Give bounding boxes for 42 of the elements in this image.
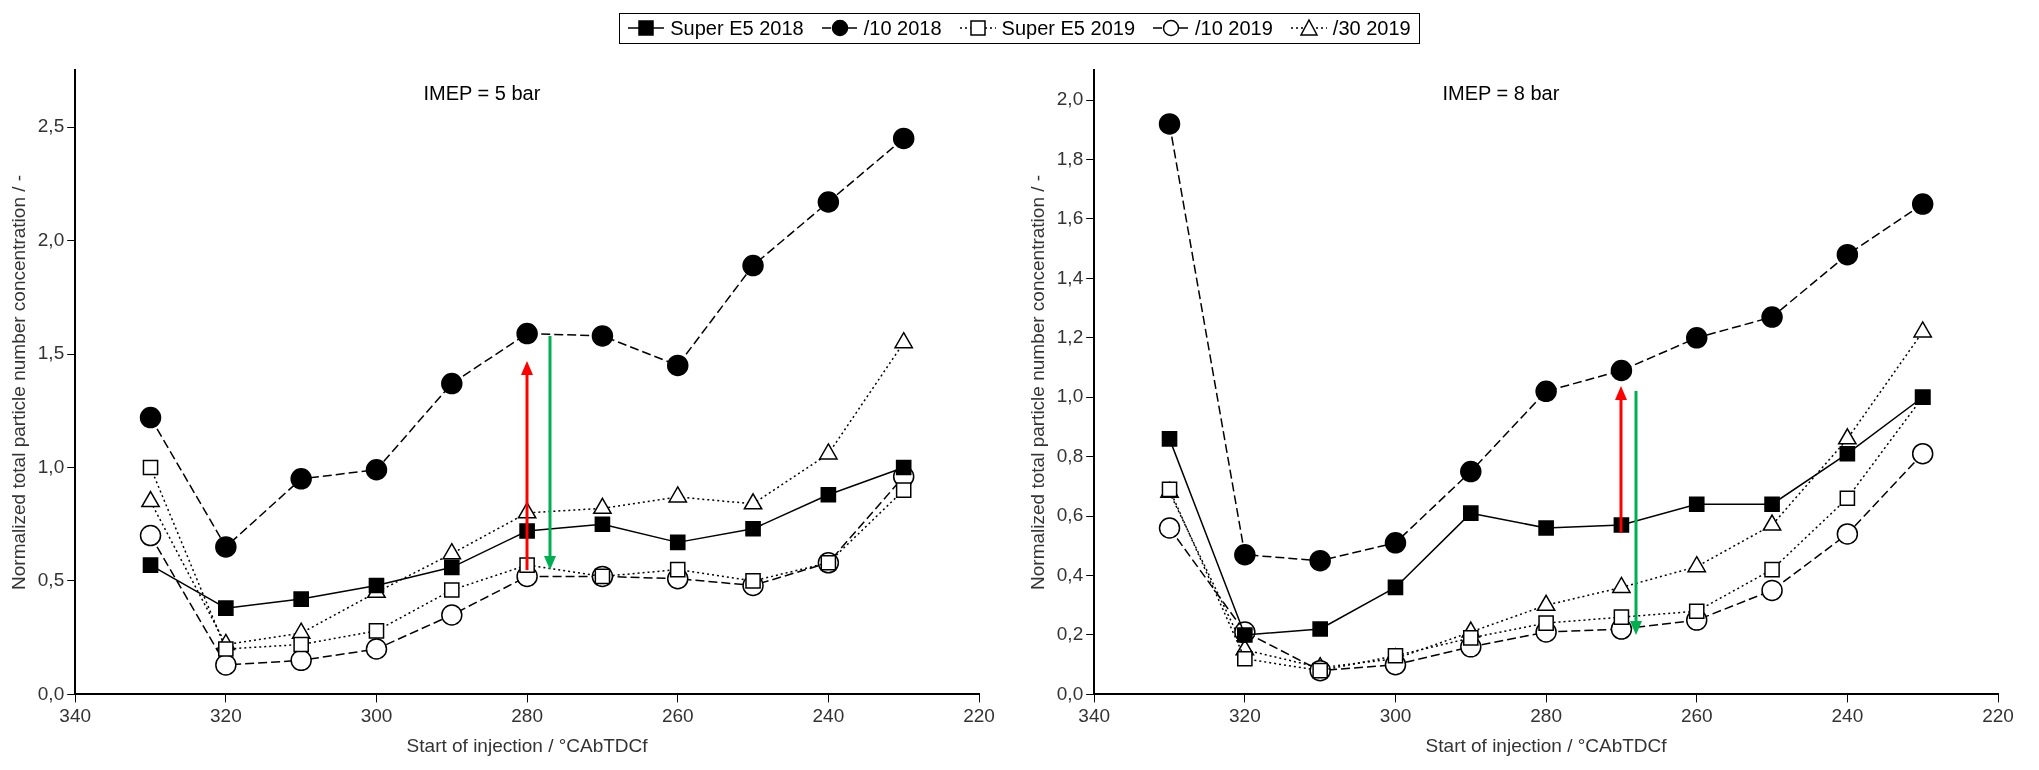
x-tick-label: 340 (1078, 705, 1111, 727)
legend-label: /30 2019 (1332, 16, 1411, 40)
y-tick-label: 1,4 (1056, 266, 1084, 288)
y-tick-label: 0,5 (37, 569, 65, 591)
x-axis-title: Start of injection / °CAbTDCf (1425, 734, 1668, 756)
y-axis-title: Normalized total particle number concentration / - (7, 174, 29, 590)
x-tick-label: 240 (1831, 705, 1864, 727)
y-tick-label: 2,0 (37, 228, 65, 250)
x-axis-title: Start of injection / °CAbTDCf (406, 734, 649, 756)
legend-label: /10 2018 (863, 16, 942, 40)
y-tick-label: 2,0 (1056, 88, 1084, 110)
y-tick-label: 0,0 (37, 682, 65, 704)
x-tick-label: 240 (812, 705, 845, 727)
y-tick-label: 0,2 (1056, 623, 1084, 645)
legend-label: Super E5 2019 (1001, 16, 1135, 40)
x-tick-label: 220 (1982, 705, 2014, 727)
annotation: IMEP = 5 bar (423, 81, 541, 104)
legend-label: /10 2019 (1195, 16, 1273, 40)
x-tick-label: 260 (1680, 705, 1713, 727)
y-axis-title: Normalized total particle number concentration / - (1026, 174, 1048, 590)
x-tick-label: 280 (511, 705, 543, 727)
legend-label: Super E5 2018 (670, 16, 804, 40)
x-tick-label: 300 (360, 705, 393, 727)
x-tick-label: 300 (1379, 705, 1412, 727)
y-tick-label: 0,0 (1056, 682, 1084, 704)
y-tick-label: 1,0 (37, 455, 65, 477)
y-tick-label: 1,2 (1056, 326, 1084, 348)
y-tick-label: 2,5 (37, 115, 65, 137)
y-tick-label: 1,6 (1056, 207, 1084, 229)
y-tick-label: 1,5 (37, 342, 65, 364)
y-tick-label: 1,0 (1056, 385, 1084, 407)
x-tick-label: 340 (59, 705, 92, 727)
y-tick-label: 0,6 (1056, 504, 1084, 526)
x-tick-label: 320 (209, 705, 242, 727)
x-tick-label: 260 (661, 705, 694, 727)
x-tick-label: 220 (963, 705, 995, 727)
y-tick-label: 1,8 (1056, 147, 1084, 169)
annotation: IMEP = 8 bar (1442, 81, 1560, 104)
y-tick-label: 0,8 (1056, 444, 1084, 466)
x-tick-label: 280 (1530, 705, 1562, 727)
y-tick-label: 0,4 (1056, 563, 1084, 585)
x-tick-label: 320 (1228, 705, 1261, 727)
